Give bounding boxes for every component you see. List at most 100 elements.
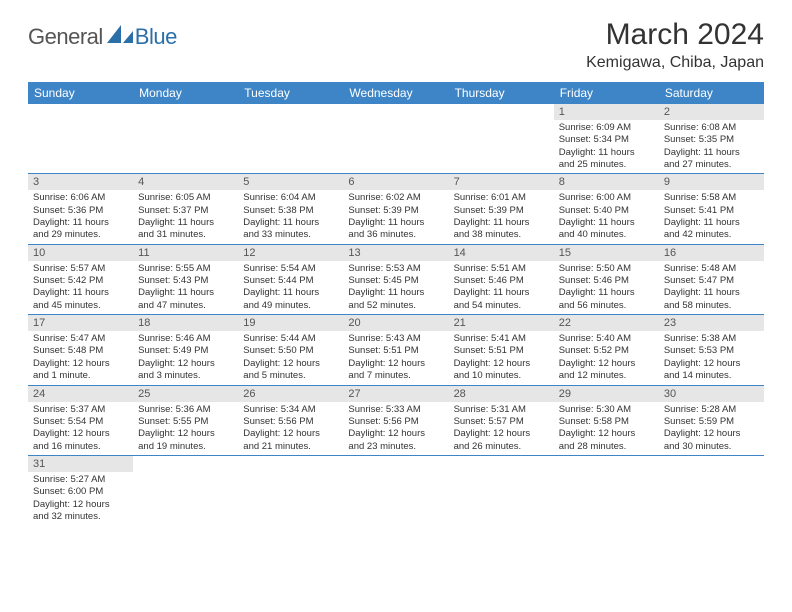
daylight-text-2: and 54 minutes. bbox=[454, 300, 549, 312]
weekday-header: Sunday bbox=[28, 82, 133, 104]
day-number: 8 bbox=[554, 174, 659, 190]
day-data: Sunrise: 6:00 AMSunset: 5:40 PMDaylight:… bbox=[554, 190, 659, 243]
sunset-text: Sunset: 5:56 PM bbox=[348, 416, 443, 428]
sunrise-text: Sunrise: 5:37 AM bbox=[33, 404, 128, 416]
sunrise-text: Sunrise: 5:50 AM bbox=[559, 263, 654, 275]
day-number: 23 bbox=[659, 315, 764, 331]
calendar-day-cell: 20Sunrise: 5:43 AMSunset: 5:51 PMDayligh… bbox=[343, 315, 448, 385]
day-number: 1 bbox=[554, 104, 659, 120]
daylight-text-2: and 26 minutes. bbox=[454, 441, 549, 453]
calendar-day-cell: 25Sunrise: 5:36 AMSunset: 5:55 PMDayligh… bbox=[133, 385, 238, 455]
daylight-text-2: and 28 minutes. bbox=[559, 441, 654, 453]
sunset-text: Sunset: 5:39 PM bbox=[454, 205, 549, 217]
calendar-day-cell: 14Sunrise: 5:51 AMSunset: 5:46 PMDayligh… bbox=[449, 244, 554, 314]
day-data: Sunrise: 5:27 AMSunset: 6:00 PMDaylight:… bbox=[28, 472, 133, 525]
daylight-text-1: Daylight: 11 hours bbox=[559, 217, 654, 229]
header: General Blue March 2024 Kemigawa, Chiba,… bbox=[28, 18, 764, 72]
daylight-text-1: Daylight: 11 hours bbox=[33, 287, 128, 299]
sunrise-text: Sunrise: 5:48 AM bbox=[664, 263, 759, 275]
day-data: Sunrise: 5:46 AMSunset: 5:49 PMDaylight:… bbox=[133, 331, 238, 384]
day-number: 16 bbox=[659, 245, 764, 261]
calendar-table: Sunday Monday Tuesday Wednesday Thursday… bbox=[28, 82, 764, 525]
calendar-day-cell bbox=[28, 104, 133, 174]
sunset-text: Sunset: 5:51 PM bbox=[348, 345, 443, 357]
sunset-text: Sunset: 5:52 PM bbox=[559, 345, 654, 357]
daylight-text-2: and 16 minutes. bbox=[33, 441, 128, 453]
calendar-day-cell bbox=[449, 455, 554, 525]
daylight-text-2: and 58 minutes. bbox=[664, 300, 759, 312]
sunset-text: Sunset: 5:36 PM bbox=[33, 205, 128, 217]
daylight-text-2: and 38 minutes. bbox=[454, 229, 549, 241]
daylight-text-1: Daylight: 12 hours bbox=[454, 358, 549, 370]
calendar-day-cell: 18Sunrise: 5:46 AMSunset: 5:49 PMDayligh… bbox=[133, 315, 238, 385]
day-data: Sunrise: 6:01 AMSunset: 5:39 PMDaylight:… bbox=[449, 190, 554, 243]
calendar-day-cell: 23Sunrise: 5:38 AMSunset: 5:53 PMDayligh… bbox=[659, 315, 764, 385]
daylight-text-2: and 19 minutes. bbox=[138, 441, 233, 453]
sunset-text: Sunset: 5:42 PM bbox=[33, 275, 128, 287]
sunrise-text: Sunrise: 5:34 AM bbox=[243, 404, 338, 416]
day-number: 10 bbox=[28, 245, 133, 261]
calendar-day-cell: 29Sunrise: 5:30 AMSunset: 5:58 PMDayligh… bbox=[554, 385, 659, 455]
day-data: Sunrise: 6:02 AMSunset: 5:39 PMDaylight:… bbox=[343, 190, 448, 243]
daylight-text-2: and 23 minutes. bbox=[348, 441, 443, 453]
sunrise-text: Sunrise: 6:08 AM bbox=[664, 122, 759, 134]
day-number: 17 bbox=[28, 315, 133, 331]
sunrise-text: Sunrise: 6:04 AM bbox=[243, 192, 338, 204]
day-number: 3 bbox=[28, 174, 133, 190]
daylight-text-2: and 25 minutes. bbox=[559, 159, 654, 171]
daylight-text-2: and 45 minutes. bbox=[33, 300, 128, 312]
daylight-text-2: and 29 minutes. bbox=[33, 229, 128, 241]
calendar-day-cell: 2Sunrise: 6:08 AMSunset: 5:35 PMDaylight… bbox=[659, 104, 764, 174]
day-number: 5 bbox=[238, 174, 343, 190]
weekday-header: Friday bbox=[554, 82, 659, 104]
daylight-text-1: Daylight: 12 hours bbox=[348, 428, 443, 440]
day-data: Sunrise: 5:57 AMSunset: 5:42 PMDaylight:… bbox=[28, 261, 133, 314]
calendar-day-cell: 8Sunrise: 6:00 AMSunset: 5:40 PMDaylight… bbox=[554, 174, 659, 244]
calendar-week-row: 24Sunrise: 5:37 AMSunset: 5:54 PMDayligh… bbox=[28, 385, 764, 455]
calendar-week-row: 17Sunrise: 5:47 AMSunset: 5:48 PMDayligh… bbox=[28, 315, 764, 385]
sunset-text: Sunset: 5:41 PM bbox=[664, 205, 759, 217]
daylight-text-2: and 40 minutes. bbox=[559, 229, 654, 241]
sunrise-text: Sunrise: 5:54 AM bbox=[243, 263, 338, 275]
daylight-text-2: and 12 minutes. bbox=[559, 370, 654, 382]
calendar-day-cell: 27Sunrise: 5:33 AMSunset: 5:56 PMDayligh… bbox=[343, 385, 448, 455]
sunrise-text: Sunrise: 6:06 AM bbox=[33, 192, 128, 204]
day-number: 29 bbox=[554, 386, 659, 402]
calendar-day-cell: 24Sunrise: 5:37 AMSunset: 5:54 PMDayligh… bbox=[28, 385, 133, 455]
daylight-text-1: Daylight: 12 hours bbox=[138, 358, 233, 370]
sunset-text: Sunset: 5:49 PM bbox=[138, 345, 233, 357]
title-block: March 2024 Kemigawa, Chiba, Japan bbox=[586, 18, 764, 72]
sunset-text: Sunset: 5:44 PM bbox=[243, 275, 338, 287]
sunrise-text: Sunrise: 6:02 AM bbox=[348, 192, 443, 204]
sunrise-text: Sunrise: 6:01 AM bbox=[454, 192, 549, 204]
weekday-header: Saturday bbox=[659, 82, 764, 104]
daylight-text-2: and 32 minutes. bbox=[33, 511, 128, 523]
sunrise-text: Sunrise: 5:31 AM bbox=[454, 404, 549, 416]
calendar-day-cell: 28Sunrise: 5:31 AMSunset: 5:57 PMDayligh… bbox=[449, 385, 554, 455]
calendar-day-cell bbox=[133, 455, 238, 525]
day-number: 4 bbox=[133, 174, 238, 190]
calendar-day-cell: 16Sunrise: 5:48 AMSunset: 5:47 PMDayligh… bbox=[659, 244, 764, 314]
sunset-text: Sunset: 5:54 PM bbox=[33, 416, 128, 428]
calendar-week-row: 31Sunrise: 5:27 AMSunset: 6:00 PMDayligh… bbox=[28, 455, 764, 525]
daylight-text-1: Daylight: 11 hours bbox=[243, 217, 338, 229]
day-number: 18 bbox=[133, 315, 238, 331]
sunset-text: Sunset: 5:46 PM bbox=[559, 275, 654, 287]
calendar-day-cell: 6Sunrise: 6:02 AMSunset: 5:39 PMDaylight… bbox=[343, 174, 448, 244]
sunrise-text: Sunrise: 5:30 AM bbox=[559, 404, 654, 416]
sunrise-text: Sunrise: 5:57 AM bbox=[33, 263, 128, 275]
calendar-day-cell: 17Sunrise: 5:47 AMSunset: 5:48 PMDayligh… bbox=[28, 315, 133, 385]
daylight-text-1: Daylight: 11 hours bbox=[454, 217, 549, 229]
sunrise-text: Sunrise: 5:47 AM bbox=[33, 333, 128, 345]
weekday-header-row: Sunday Monday Tuesday Wednesday Thursday… bbox=[28, 82, 764, 104]
calendar-week-row: 1Sunrise: 6:09 AMSunset: 5:34 PMDaylight… bbox=[28, 104, 764, 174]
sunrise-text: Sunrise: 5:53 AM bbox=[348, 263, 443, 275]
sunset-text: Sunset: 5:50 PM bbox=[243, 345, 338, 357]
daylight-text-1: Daylight: 12 hours bbox=[243, 358, 338, 370]
calendar-day-cell: 11Sunrise: 5:55 AMSunset: 5:43 PMDayligh… bbox=[133, 244, 238, 314]
daylight-text-1: Daylight: 11 hours bbox=[243, 287, 338, 299]
weekday-header: Thursday bbox=[449, 82, 554, 104]
sunrise-text: Sunrise: 5:27 AM bbox=[33, 474, 128, 486]
day-number: 22 bbox=[554, 315, 659, 331]
sunset-text: Sunset: 5:40 PM bbox=[559, 205, 654, 217]
